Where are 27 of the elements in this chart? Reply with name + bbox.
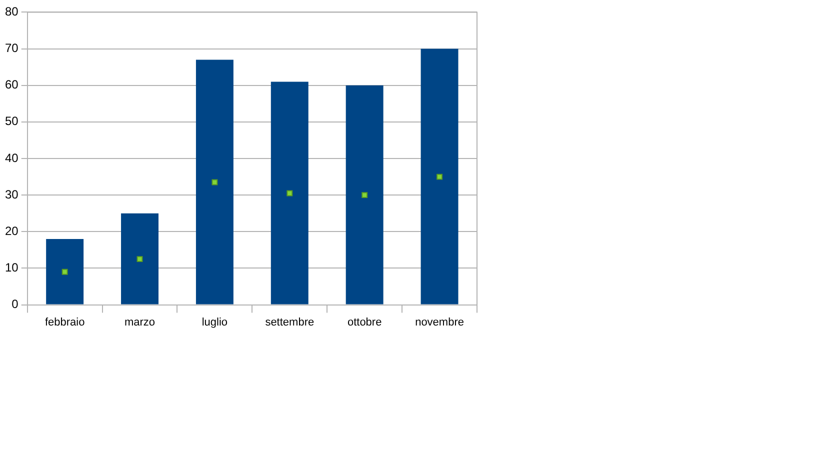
point [286, 190, 293, 196]
x-tick-label: febbraio [44, 316, 85, 328]
point [62, 268, 68, 275]
x-tick-label: luglio [202, 316, 228, 328]
x-tick-label: marzo [124, 316, 156, 328]
point [136, 256, 143, 262]
point [212, 179, 218, 186]
y-tick-label: 50 [4, 114, 19, 128]
y-tick-label: 70 [4, 41, 19, 56]
y-tick-label: 40 [4, 150, 19, 165]
bar [121, 213, 158, 304]
x-tick-label: novembre [415, 316, 464, 328]
y-tick-label: 10 [4, 260, 19, 275]
point [436, 174, 443, 180]
x-tick-label: settembre [265, 316, 314, 328]
bar [346, 85, 384, 304]
y-tick-label: 0 [12, 297, 19, 312]
y-tick-label: 30 [4, 187, 19, 202]
y-tick-label: 60 [4, 78, 19, 92]
y-tick-label: 20 [4, 224, 19, 238]
bar [196, 60, 234, 304]
point [362, 192, 368, 198]
bar [420, 48, 458, 304]
x-tick-label: ottobre [347, 316, 382, 328]
y-tick-label: 80 [4, 4, 19, 19]
bar [46, 238, 84, 304]
bar [270, 82, 308, 304]
